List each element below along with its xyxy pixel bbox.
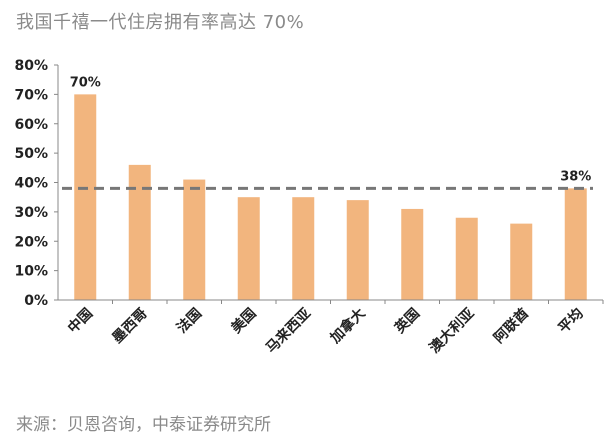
x-tick-label: 英国 [391,305,424,338]
x-tick-label: 阿联酋 [490,305,532,347]
x-tick-label: 平均 [555,305,587,337]
bar [510,223,533,300]
y-tick-label: 40% [14,176,48,192]
y-axis-ticks: 0% 10% 20% 30% 40% 50% 60% 70% 80% [14,58,58,309]
y-tick-label: 20% [14,234,48,250]
y-tick-label: 50% [14,146,48,162]
y-tick-label: 60% [14,117,48,133]
x-tick-label: 墨西哥 [110,306,151,347]
x-tick-label: 美国 [228,305,260,337]
y-tick-label: 10% [14,264,48,280]
bar [346,200,369,300]
source-note: 来源：贝恩咨询，中泰证券研究所 [16,415,271,435]
y-tick-label: 70% [14,87,48,103]
bar [128,164,151,300]
chart-title: 我国千禧一代住房拥有率高达 70% [16,12,305,33]
y-tick-label: 80% [14,58,48,74]
category-labels: 中国 墨西哥 法国 美国 马来西亚 加拿大 英国 澳大利亚 阿联酋 平均 [64,305,586,357]
bar [401,208,424,300]
bar [455,217,478,300]
data-label: 70% [70,75,101,90]
x-tick-label: 马来西亚 [263,306,314,357]
bars [74,94,604,304]
bar [74,94,97,300]
x-tick-label: 澳大利亚 [426,305,478,357]
bar [237,197,260,300]
data-label: 38% [560,169,591,184]
x-tick-label: 法国 [173,305,205,337]
bar [292,197,315,300]
data-labels: 70% 38% [70,75,592,184]
bar [183,179,206,300]
y-tick-label: 30% [14,205,48,221]
bar [564,188,587,300]
x-tick-label: 中国 [64,305,96,337]
y-tick-label: 0% [24,293,48,309]
x-tick-label: 加拿大 [326,305,368,347]
